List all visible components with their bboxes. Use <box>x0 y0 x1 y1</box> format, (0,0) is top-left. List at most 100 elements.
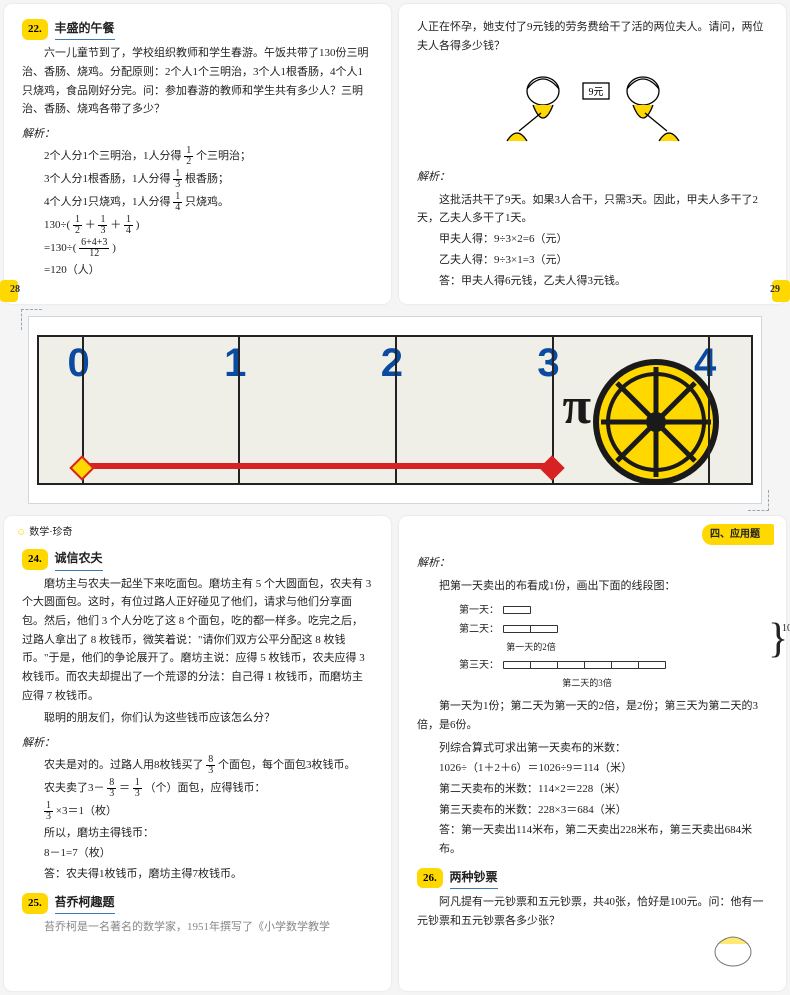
badge-22: 22. <box>22 19 48 40</box>
banner: π 01234 <box>28 316 762 504</box>
section-heading-22: 22. 丰盛的午餐 <box>22 18 373 40</box>
sol31-l3: 1026÷（1＋2＋6）＝1026÷9＝114（米） <box>439 759 768 778</box>
t: ＝ <box>119 782 130 794</box>
rope-row-3: 第三天： <box>447 657 768 674</box>
sol22-line1: 2个人分1个三明治，1人分得 12 个三明治； <box>44 146 373 167</box>
t: 2个人分1个三明治，1人分得 <box>44 150 182 162</box>
t: 4个人分1只烧鸡，1人分得 <box>44 196 171 208</box>
page-30: 数学·珍奇 24. 诚信农夫 磨坊主与农夫一起坐下来吃面包。磨坊主有 5 个大圆… <box>4 516 391 991</box>
section-heading-25: 25. 苔乔柯趣题 <box>22 892 373 914</box>
sol22-line2: 3个人分1根香肠，1人分得 13 根香肠； <box>44 169 373 190</box>
sol29-l3: 乙夫人得：9÷3×1=3（元） <box>439 251 768 270</box>
solution-label-22: 解析： <box>22 125 373 144</box>
rope-label-3: 第三天： <box>447 657 503 674</box>
rope-label-2: 第二天： <box>447 621 503 638</box>
sol31-l4: 第二天卖布的米数：114×2＝228（米） <box>439 780 768 799</box>
t: ＋ <box>85 219 96 231</box>
frac-1-4: 14 <box>173 192 182 213</box>
sol24-l5: 8－1=7（枚） <box>44 844 373 863</box>
sol29-l2: 甲夫人得：9÷3×2=6（元） <box>439 230 768 249</box>
sol31-l2: 列综合算式可求出第一天卖布的米数： <box>417 739 768 758</box>
f: 13 <box>133 778 142 799</box>
sol29-l1: 这批活共干了9天。如果3人合干，只需3天。因此，甲夫人多干了2天，乙夫人多干了1… <box>417 191 768 228</box>
header-left: 数学·珍奇 <box>16 524 73 541</box>
rope-label-1: 第一天： <box>447 602 503 619</box>
problem-26-body: 阿凡提有一元钞票和五元钞票，共40张，恰好是100元。问：他有一元钞票和五元钞票… <box>417 893 768 930</box>
f: 13 <box>44 801 53 822</box>
t: ×3＝1（枚） <box>56 805 117 817</box>
f: 6+4+312 <box>79 238 109 259</box>
t: 个三明治； <box>196 150 251 162</box>
title-22: 丰盛的午餐 <box>55 18 115 40</box>
problem-24-q: 聪明的朋友们，你们认为这些钱币应该怎么分？ <box>22 709 373 728</box>
f: 12 <box>73 215 82 236</box>
pi-symbol: π <box>563 377 592 436</box>
section-heading-26: 26. 两种钞票 <box>417 867 768 889</box>
sol31-intro: 把第一天卖出的布看成1份，画出下面的线段图： <box>417 577 768 596</box>
page-number-28: 28 <box>10 281 20 298</box>
t: =130÷( <box>44 242 76 254</box>
seg <box>638 661 666 669</box>
sol29-l4: 答：甲夫人得6元钱，乙夫人得3元钱。 <box>439 272 768 291</box>
seg <box>503 661 531 669</box>
rope-total: 1026米 <box>782 620 790 637</box>
badge-24: 24. <box>22 549 48 570</box>
t: ) <box>112 242 116 254</box>
frac-1-2: 12 <box>184 146 193 167</box>
ruler-num: 3 <box>537 341 559 386</box>
t: 农夫卖了3－ <box>44 782 105 794</box>
problem-25-tail: 苔乔柯是一名著名的数学家，1951年撰写了《小学数学教学 <box>22 918 373 937</box>
t: 农夫是对的。过路人用8枚钱买了 <box>44 759 204 771</box>
f: 83 <box>206 755 215 776</box>
sol24-l4: 所以，磨坊主得钱币： <box>44 824 373 843</box>
sol22-line3: 4个人分1只烧鸡，1人分得 14 只烧鸡。 <box>44 192 373 213</box>
f: 13 <box>98 215 107 236</box>
sol24-l3: 13 ×3＝1（枚） <box>44 801 373 822</box>
page-number-29: 29 <box>770 281 780 298</box>
page-28: 22. 丰盛的午餐 六一儿童节到了，学校组织教师和学生春游。午饭共带了130份三… <box>4 4 391 304</box>
ruler-tick <box>238 337 240 483</box>
ruler-tick <box>395 337 397 483</box>
solution-label-29: 解析： <box>417 168 768 187</box>
sol31-l5: 第三天卖布的米数：228×3＝684（米） <box>439 801 768 820</box>
maids-svg: 9元 <box>483 61 703 151</box>
t: （个）面包，应得钱币： <box>145 782 266 794</box>
solution-label-31: 解析： <box>417 554 768 573</box>
sol31-l6: 答：第一天卖出114米布，第二天卖出228米布，第三天卖出684米布。 <box>439 821 768 858</box>
problem-29-intro: 人正在怀孕，她支付了9元钱的劳务费给干了活的两位夫人。请问，两位夫人各得多少钱？ <box>417 18 768 55</box>
diamond-end <box>539 455 564 480</box>
sol24-l1: 农夫是对的。过路人用8枚钱买了 83 个面包，每个面包3枚钱币。 <box>44 755 373 776</box>
sol22-line6: =120（人） <box>44 261 373 280</box>
t: ＋ <box>110 219 121 231</box>
section-heading-24: 24. 诚信农夫 <box>22 548 373 570</box>
f: 83 <box>107 778 116 799</box>
ruler-num: 2 <box>381 341 403 386</box>
seg <box>611 661 639 669</box>
t: 根香肠； <box>185 173 229 185</box>
ruler-tick <box>708 337 710 483</box>
ruler-redbar <box>82 463 552 469</box>
badge-25: 25. <box>22 893 48 914</box>
seg <box>503 625 531 633</box>
brace-3: 第二天的3倍 <box>503 676 671 691</box>
t: 130÷( <box>44 219 70 231</box>
page-row-bottom: 数学·珍奇 24. 诚信农夫 磨坊主与农夫一起坐下来吃面包。磨坊主有 5 个大圆… <box>0 512 790 995</box>
frac-1-3: 13 <box>173 169 182 190</box>
seg <box>530 661 558 669</box>
ruler: π 01234 <box>37 335 753 485</box>
problem-22-body: 六一儿童节到了，学校组织教师和学生春游。午饭共带了130份三明治、香肠、烧鸡。分… <box>22 44 373 119</box>
seg <box>503 606 531 614</box>
f: 14 <box>124 215 133 236</box>
ruler-num: 0 <box>67 341 89 386</box>
illustration-afanti <box>417 930 768 977</box>
page-29: 人正在怀孕，她支付了9元钱的劳务费给干了活的两位夫人。请问，两位夫人各得多少钱？ <box>399 4 786 304</box>
rope-row-1: 第一天： <box>447 602 768 619</box>
sol24-l6: 答：农夫得1枚钱币，磨坊主得7枚钱币。 <box>44 865 373 884</box>
sol22-line5: =130÷( 6+4+312 ) <box>44 238 373 259</box>
ruler-num: 1 <box>224 341 246 386</box>
brace-2: 第一天的2倍 <box>503 640 559 655</box>
t: 只烧鸡。 <box>185 196 229 208</box>
rope-diagram: 第一天： 第二天： 第一天的2倍 第三天： 第二天的3倍 1026米 <box>447 602 768 692</box>
rope-row-2: 第二天： <box>447 621 768 638</box>
page-31: 四、应用题 解析： 把第一天卖出的布看成1份，画出下面的线段图： 第一天： 第二… <box>399 516 786 991</box>
